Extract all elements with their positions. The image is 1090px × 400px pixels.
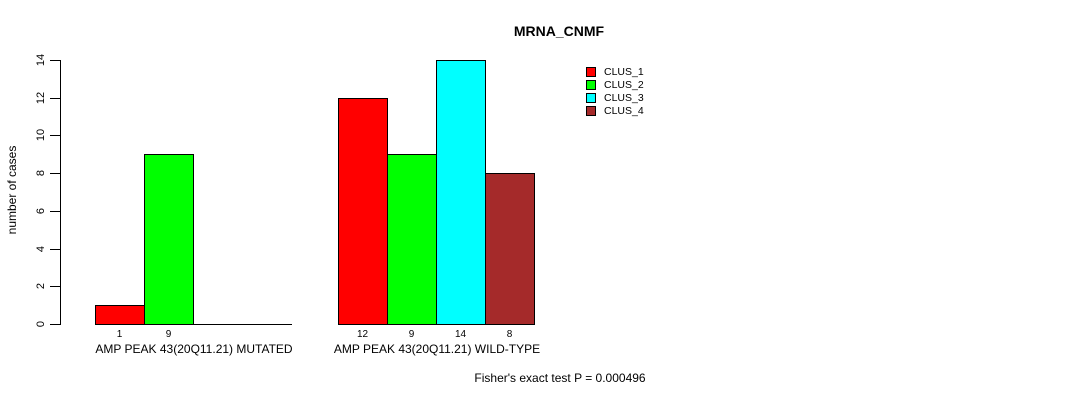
y-tick [50, 98, 60, 99]
y-tick-label: 0 [35, 320, 47, 328]
y-tick-label: 4 [35, 245, 47, 253]
legend-label: CLUS_3 [604, 92, 644, 104]
y-tick-label: 10 [35, 128, 47, 142]
legend-label: CLUS_2 [604, 79, 644, 91]
legend-swatch-icon [586, 93, 596, 103]
bar-value-label: 9 [165, 329, 172, 340]
bar-value-label: 14 [454, 329, 467, 340]
bar-value-label: 12 [356, 329, 369, 340]
bar-value-label: 8 [506, 329, 513, 340]
y-tick [50, 135, 60, 136]
x-group-label-wildtype: AMP PEAK 43(20Q11.21) WILD-TYPE [333, 342, 541, 356]
bar-value-label: 9 [408, 329, 415, 340]
y-tick-label: 14 [35, 53, 47, 67]
pvalue-annotation: Fisher's exact test P = 0.000496 [474, 371, 646, 385]
y-tick [50, 286, 60, 287]
bar-value-label: 1 [116, 329, 123, 340]
legend-swatch-icon [586, 106, 596, 116]
y-tick [50, 60, 60, 61]
bar-clus_2 [144, 154, 194, 325]
legend-swatch-icon [586, 80, 596, 90]
y-tick [50, 324, 60, 325]
y-tick [50, 173, 60, 174]
legend-label: CLUS_4 [604, 105, 644, 117]
legend-label: CLUS_1 [604, 66, 644, 78]
y-axis [60, 60, 61, 325]
y-tick [50, 211, 60, 212]
bar-clus_3 [436, 60, 486, 325]
x-group-label-mutated: AMP PEAK 43(20Q11.21) MUTATED [95, 342, 293, 356]
bar-clus_2 [387, 154, 437, 325]
bar-clus_1 [338, 98, 388, 325]
y-axis-label: number of cases [5, 145, 19, 235]
y-tick-label: 12 [35, 91, 47, 105]
y-tick-label: 8 [35, 169, 47, 177]
y-tick [50, 249, 60, 250]
y-tick-label: 6 [35, 207, 47, 215]
y-tick-label: 2 [35, 282, 47, 290]
bar-clus_1 [95, 305, 145, 325]
chart-title: MRNA_CNMF [513, 23, 605, 39]
legend-swatch-icon [586, 67, 596, 77]
bar-clus_4 [485, 173, 535, 325]
